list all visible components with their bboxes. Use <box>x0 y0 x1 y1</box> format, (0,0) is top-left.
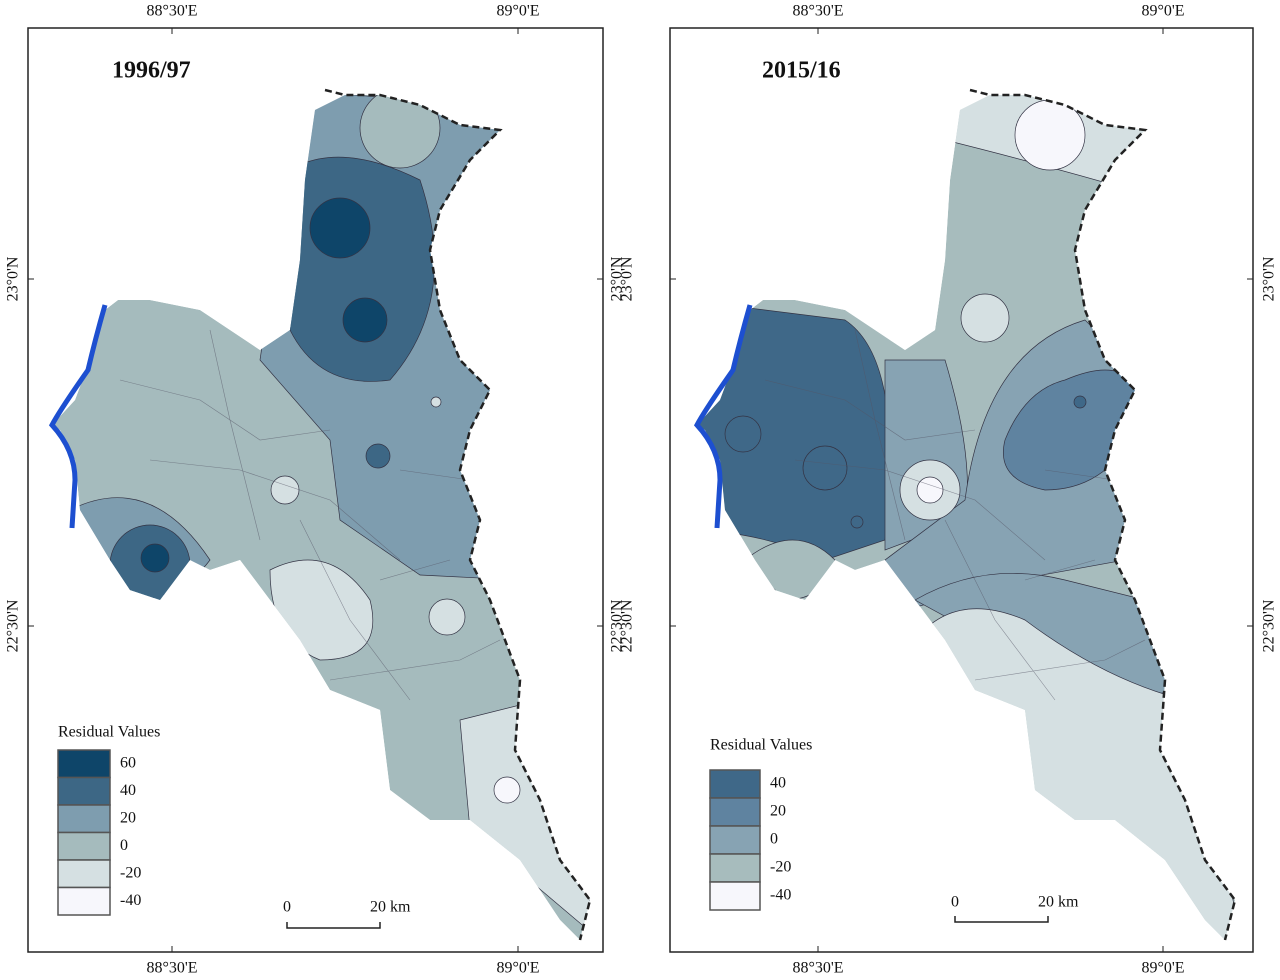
frame <box>669 27 1254 953</box>
legend-label: 40 <box>770 775 786 792</box>
lat-label: 23°0'N <box>5 256 22 301</box>
legend-title: Residual Values <box>58 724 160 741</box>
lon-label: 88°30'E <box>792 960 843 977</box>
legend-swatch <box>709 769 761 799</box>
lat-label: 22°30'N <box>609 599 626 652</box>
scale-end: 20 km <box>1038 894 1079 911</box>
lon-label: 88°30'E <box>146 960 197 977</box>
lon-label: 89°0'E <box>1141 3 1184 20</box>
scale-bar <box>954 916 1049 923</box>
lon-label: 89°0'E <box>496 3 539 20</box>
scale-bar <box>286 922 381 929</box>
border <box>324 88 592 941</box>
lat-label: 22°30'N <box>619 599 636 652</box>
river <box>693 304 753 529</box>
legend-swatch <box>709 881 761 911</box>
lat-label: 23°0'N <box>619 256 636 301</box>
legend-title: Residual Values <box>710 737 812 754</box>
legend-label: 0 <box>120 837 128 854</box>
scale-start: 0 <box>951 894 959 911</box>
lon-label: 88°30'E <box>146 3 197 20</box>
lon-label: 88°30'E <box>792 3 843 20</box>
legend-label: -40 <box>770 887 791 904</box>
legend-swatch <box>57 831 111 861</box>
lat-label: 22°30'N <box>1261 599 1278 652</box>
legend-swatch <box>709 853 761 883</box>
legend-label: 60 <box>120 754 136 771</box>
panel-title: 2015/16 <box>762 58 841 84</box>
panel-1996 <box>27 27 604 953</box>
legend-swatch <box>57 859 111 889</box>
surface <box>697 95 1235 940</box>
legend-swatch <box>57 749 111 779</box>
legend-label: 20 <box>120 809 136 826</box>
lon-label: 89°0'E <box>1141 960 1184 977</box>
lon-label: 89°0'E <box>496 960 539 977</box>
legend-swatch <box>57 804 111 834</box>
legend-label: -20 <box>770 859 791 876</box>
legend-label: -40 <box>120 892 141 909</box>
river <box>48 304 108 529</box>
legend-label: 40 <box>120 782 136 799</box>
lat-label: 23°0'N <box>1261 256 1278 301</box>
scale-start: 0 <box>283 899 291 916</box>
scale-end: 20 km <box>370 899 411 916</box>
legend-label: -20 <box>120 864 141 881</box>
legend-label: 20 <box>770 803 786 820</box>
lat-label: 23°0'N <box>609 256 626 301</box>
legend-swatch <box>709 825 761 855</box>
legend-label: 0 <box>770 831 778 848</box>
lat-label: 22°30'N <box>5 599 22 652</box>
legend-swatch <box>709 797 761 827</box>
legend-swatch <box>57 776 111 806</box>
legend-swatch <box>57 886 111 916</box>
border <box>969 88 1237 941</box>
panel-title: 1996/97 <box>112 58 191 84</box>
frame <box>27 27 604 953</box>
